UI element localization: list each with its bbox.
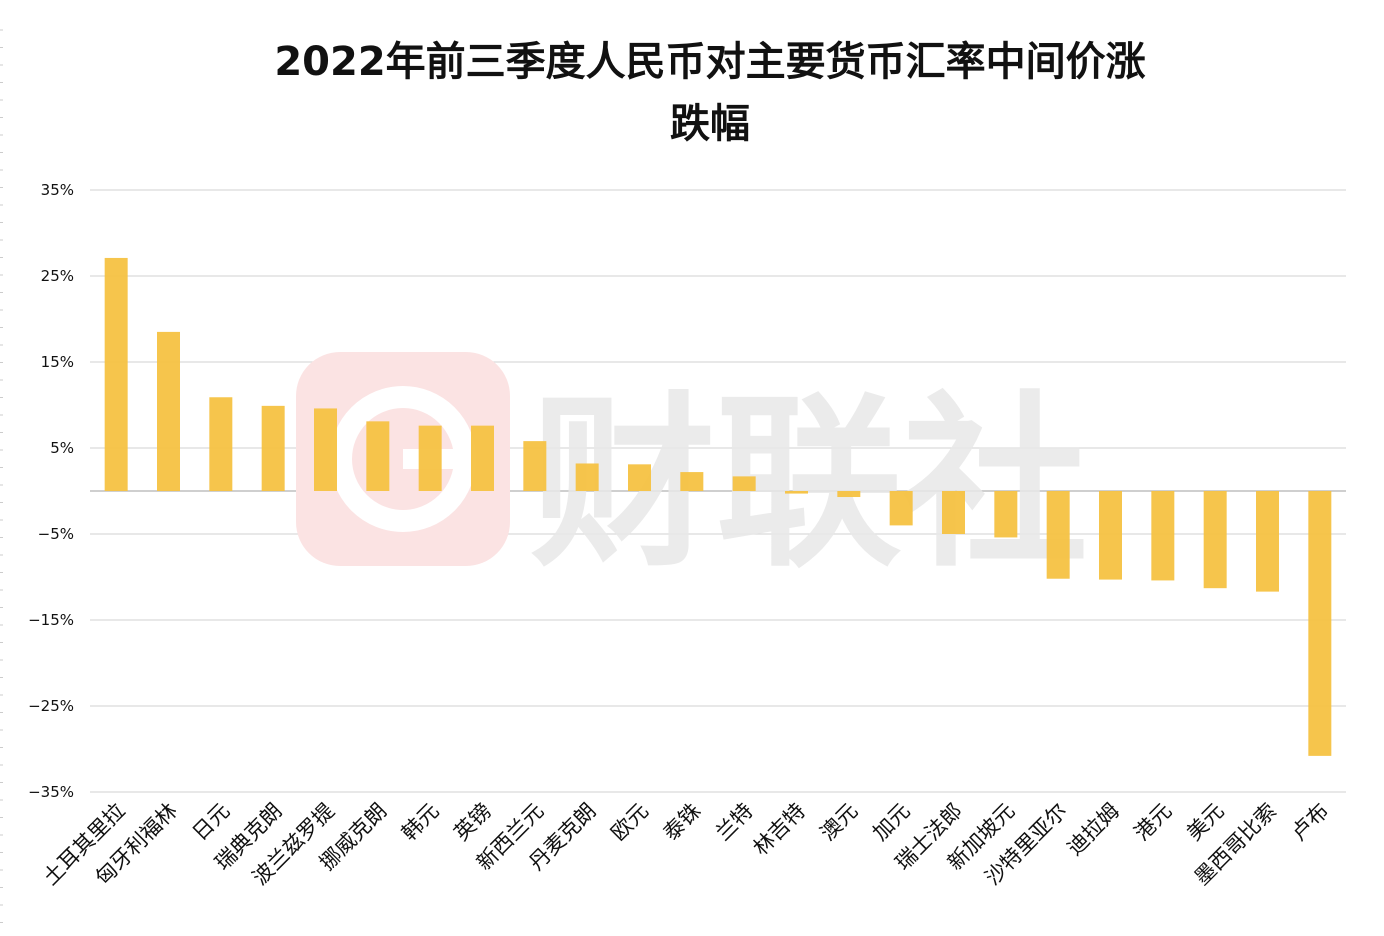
x-category-label: 迪拉姆 (1063, 799, 1125, 861)
y-tick-label: −5% (38, 525, 74, 543)
y-tick-label: 5% (50, 439, 74, 457)
x-category-label: 澳元 (816, 799, 863, 846)
bar (471, 425, 494, 491)
x-category-label: 泰铢 (659, 799, 706, 846)
watermark-text: 财联社 (530, 375, 1088, 592)
x-category-label: 欧元 (606, 799, 653, 846)
bar (994, 491, 1018, 538)
y-tick-label: −15% (28, 611, 74, 629)
x-category-label: 美元 (1182, 799, 1229, 846)
x-category-label: 日元 (188, 799, 235, 846)
x-category-label: 林吉特 (749, 799, 811, 861)
x-category-label: 加元 (868, 799, 915, 846)
bar (104, 257, 128, 491)
bar (209, 397, 233, 491)
watermark: 财联社 (296, 352, 1088, 592)
chart-title-line-2: 跌幅 (670, 101, 750, 147)
bar (680, 472, 704, 491)
bar (628, 464, 651, 491)
x-category-label: 韩元 (397, 799, 444, 846)
bar (418, 425, 442, 491)
bar (1308, 491, 1332, 756)
bar (1203, 491, 1227, 589)
bar (942, 491, 965, 534)
bar (837, 491, 861, 498)
x-category-label: 卢布 (1287, 799, 1334, 846)
x-category-label: 兰特 (711, 799, 758, 846)
y-tick-label: −35% (28, 783, 74, 801)
y-tick-label: 35% (41, 181, 74, 199)
y-tick-label: 25% (41, 267, 74, 285)
bar (261, 405, 285, 491)
bar (1099, 491, 1122, 580)
bar (785, 491, 808, 494)
bar (314, 408, 337, 491)
bar (157, 331, 180, 491)
bar (366, 421, 390, 491)
y-tick-label: −25% (28, 697, 74, 715)
bar (889, 491, 913, 526)
y-tick-label: 15% (41, 353, 74, 371)
bar (1151, 491, 1175, 581)
bar (1046, 491, 1070, 579)
bar (1256, 491, 1279, 592)
bar (732, 476, 756, 491)
chart-title-line-1: 2022年前三季度人民币对主要货币汇率中间价涨 (274, 39, 1146, 85)
bar (523, 441, 547, 491)
x-category-label: 港元 (1130, 799, 1177, 846)
x-category-label: 英镑 (449, 799, 496, 846)
bar (575, 463, 599, 491)
